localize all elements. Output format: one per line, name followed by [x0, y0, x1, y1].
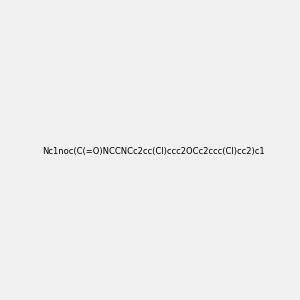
Text: Nc1noc(C(=O)NCCNCc2cc(Cl)ccc2OCc2ccc(Cl)cc2)c1: Nc1noc(C(=O)NCCNCc2cc(Cl)ccc2OCc2ccc(Cl)…	[42, 147, 265, 156]
